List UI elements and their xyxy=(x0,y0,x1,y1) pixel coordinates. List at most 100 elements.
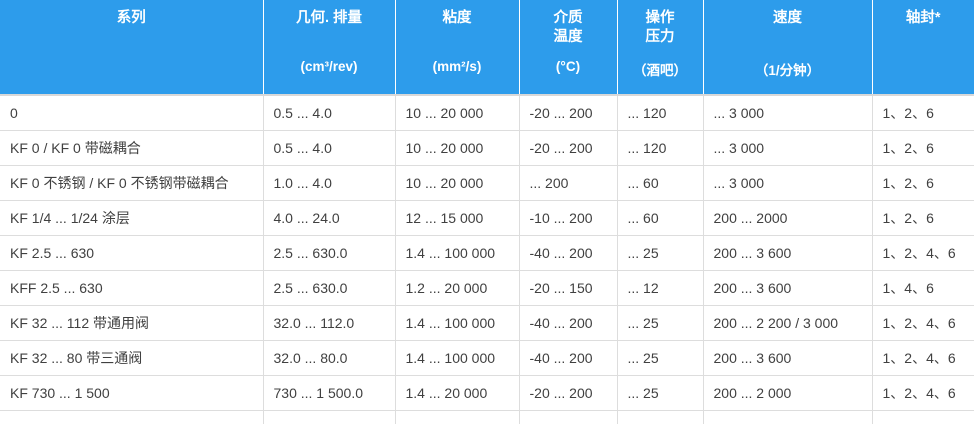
column-header-media-temperature: 介质 温度 (°C) xyxy=(519,0,618,96)
cell-displacement: 32.0 ... 80.0 xyxy=(263,340,396,376)
table-row: KF 1/4 ... 1/24 涂层 4.0 ... 24.0 12 ... 1… xyxy=(0,200,974,236)
cell-media-temperature: -20 ... 200 xyxy=(519,95,618,131)
cell-media-temperature: -40 ... 200 xyxy=(519,235,618,271)
cell-operating-pressure: ... 120 xyxy=(617,130,704,166)
cell-viscosity xyxy=(395,410,520,424)
cell-media-temperature xyxy=(519,410,618,424)
cell-speed: 200 ... 3 600 xyxy=(703,270,873,306)
column-title: 操作 压力 xyxy=(645,10,675,46)
cell-displacement: 0.5 ... 4.0 xyxy=(263,95,396,131)
cell-speed: 200 ... 2 200 / 3 000 xyxy=(703,305,873,341)
table-row xyxy=(0,410,974,424)
cell-series xyxy=(0,410,264,424)
column-header-operating-pressure: 操作 压力 （酒吧） xyxy=(617,0,704,96)
cell-series: 0 xyxy=(0,95,264,131)
cell-displacement xyxy=(263,410,396,424)
cell-series: KF 1/4 ... 1/24 涂层 xyxy=(0,200,264,236)
cell-media-temperature: -20 ... 200 xyxy=(519,130,618,166)
cell-speed xyxy=(703,410,873,424)
cell-series: KFF 2.5 ... 630 xyxy=(0,270,264,306)
cell-media-temperature: ... 200 xyxy=(519,165,618,201)
column-title: 速度 xyxy=(773,10,802,26)
cell-displacement: 32.0 ... 112.0 xyxy=(263,305,396,341)
cell-viscosity: 1.4 ... 20 000 xyxy=(395,375,520,411)
column-title: 介质 温度 xyxy=(553,10,583,46)
cell-speed: 200 ... 2 000 xyxy=(703,375,873,411)
cell-media-temperature: -20 ... 150 xyxy=(519,270,618,306)
table-row: KF 32 ... 80 带三通阀 32.0 ... 80.0 1.4 ... … xyxy=(0,340,974,376)
cell-viscosity: 10 ... 20 000 xyxy=(395,130,520,166)
cell-shaft-seal: 1、2、6 xyxy=(872,130,974,166)
column-header-series: 系列 xyxy=(0,0,264,96)
cell-operating-pressure: ... 60 xyxy=(617,165,704,201)
cell-operating-pressure: ... 120 xyxy=(617,95,704,131)
header-row: 系列 几何. 排量 (cm³/rev) 粘度 (mm²/s) 介质 温度 (°C… xyxy=(0,0,974,96)
cell-shaft-seal: 1、4、6 xyxy=(872,270,974,306)
cell-shaft-seal: 1、2、4、6 xyxy=(872,340,974,376)
table-row: KF 730 ... 1 500 730 ... 1 500.0 1.4 ...… xyxy=(0,375,974,411)
cell-operating-pressure: ... 25 xyxy=(617,235,704,271)
cell-viscosity: 1.4 ... 100 000 xyxy=(395,305,520,341)
table-row: 0 0.5 ... 4.0 10 ... 20 000 -20 ... 200 … xyxy=(0,95,974,131)
cell-operating-pressure: ... 25 xyxy=(617,375,704,411)
cell-series: KF 0 不锈钢 / KF 0 不锈钢带磁耦合 xyxy=(0,165,264,201)
cell-speed: 200 ... 3 600 xyxy=(703,235,873,271)
cell-speed: ... 3 000 xyxy=(703,130,873,166)
cell-operating-pressure: ... 25 xyxy=(617,340,704,376)
cell-speed: 200 ... 3 600 xyxy=(703,340,873,376)
column-header-displacement: 几何. 排量 (cm³/rev) xyxy=(263,0,396,96)
column-unit: (cm³/rev) xyxy=(300,59,358,74)
table-row: KF 0 不锈钢 / KF 0 不锈钢带磁耦合 1.0 ... 4.0 10 .… xyxy=(0,165,974,201)
column-header-viscosity: 粘度 (mm²/s) xyxy=(395,0,520,96)
cell-displacement: 0.5 ... 4.0 xyxy=(263,130,396,166)
column-unit: (°C) xyxy=(555,59,581,74)
cell-operating-pressure: ... 25 xyxy=(617,305,704,341)
cell-operating-pressure xyxy=(617,410,704,424)
table-row: KF 2.5 ... 630 2.5 ... 630.0 1.4 ... 100… xyxy=(0,235,974,271)
column-unit: （酒吧） xyxy=(633,63,687,78)
column-header-speed: 速度 （1/分钟） xyxy=(703,0,873,96)
cell-media-temperature: -40 ... 200 xyxy=(519,305,618,341)
table-body: 0 0.5 ... 4.0 10 ... 20 000 -20 ... 200 … xyxy=(0,95,974,424)
cell-viscosity: 12 ... 15 000 xyxy=(395,200,520,236)
column-title: 粘度 xyxy=(442,10,472,26)
cell-shaft-seal: 1、2、6 xyxy=(872,165,974,201)
cell-series: KF 32 ... 112 带通用阀 xyxy=(0,305,264,341)
cell-displacement: 1.0 ... 4.0 xyxy=(263,165,396,201)
cell-displacement: 730 ... 1 500.0 xyxy=(263,375,396,411)
column-header-shaft-seal: 轴封* xyxy=(872,0,974,96)
cell-shaft-seal: 1、2、4、6 xyxy=(872,235,974,271)
cell-series: KF 0 / KF 0 带磁耦合 xyxy=(0,130,264,166)
table-row: KF 0 / KF 0 带磁耦合 0.5 ... 4.0 10 ... 20 0… xyxy=(0,130,974,166)
cell-series: KF 32 ... 80 带三通阀 xyxy=(0,340,264,376)
cell-media-temperature: -40 ... 200 xyxy=(519,340,618,376)
cell-displacement: 4.0 ... 24.0 xyxy=(263,200,396,236)
column-unit: (mm²/s) xyxy=(432,59,482,74)
cell-shaft-seal: 1、2、6 xyxy=(872,95,974,131)
cell-viscosity: 1.4 ... 100 000 xyxy=(395,340,520,376)
column-title: 轴封* xyxy=(905,10,941,26)
cell-speed: ... 3 000 xyxy=(703,95,873,131)
column-title: 几何. 排量 xyxy=(295,10,363,26)
column-unit: （1/分钟） xyxy=(754,63,821,78)
cell-operating-pressure: ... 12 xyxy=(617,270,704,306)
cell-viscosity: 10 ... 20 000 xyxy=(395,95,520,131)
cell-viscosity: 1.2 ... 20 000 xyxy=(395,270,520,306)
cell-media-temperature: -10 ... 200 xyxy=(519,200,618,236)
cell-displacement: 2.5 ... 630.0 xyxy=(263,270,396,306)
column-title: 系列 xyxy=(116,10,146,26)
cell-viscosity: 1.4 ... 100 000 xyxy=(395,235,520,271)
cell-operating-pressure: ... 60 xyxy=(617,200,704,236)
cell-shaft-seal: 1、2、4、6 xyxy=(872,375,974,411)
cell-speed: 200 ... 2000 xyxy=(703,200,873,236)
cell-series: KF 2.5 ... 630 xyxy=(0,235,264,271)
cell-shaft-seal: 1、2、4、6 xyxy=(872,305,974,341)
cell-shaft-seal: 1、2、6 xyxy=(872,200,974,236)
table-row: KFF 2.5 ... 630 2.5 ... 630.0 1.2 ... 20… xyxy=(0,270,974,306)
cell-media-temperature: -20 ... 200 xyxy=(519,375,618,411)
table-row: KF 32 ... 112 带通用阀 32.0 ... 112.0 1.4 ..… xyxy=(0,305,974,341)
cell-speed: ... 3 000 xyxy=(703,165,873,201)
cell-viscosity: 10 ... 20 000 xyxy=(395,165,520,201)
